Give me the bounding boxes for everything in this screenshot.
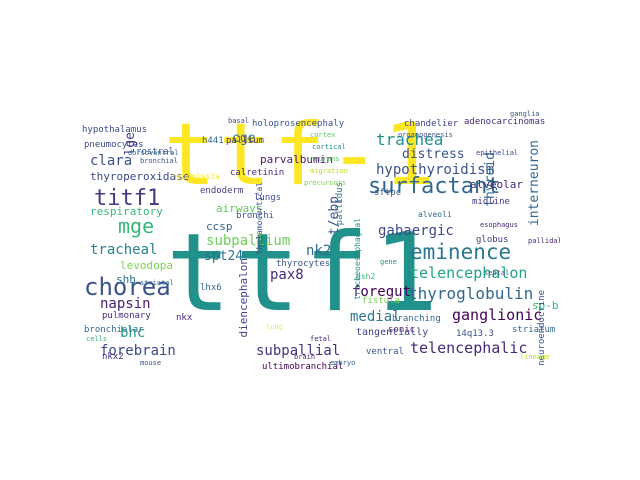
word: interneuron [527,140,542,227]
word: esophagus [480,221,518,229]
word: telencephalon [410,264,528,282]
word: ganglionic [452,306,543,324]
word: lineage [520,353,550,361]
word: pneumocytes [84,140,144,150]
word: nk2 [306,243,332,259]
word: lungs [254,193,282,203]
word: subpallial [256,343,341,359]
word: lhx6 [200,283,222,293]
word: diencephalon [237,258,250,338]
word: surfactant [368,174,501,199]
word: bronchi [236,211,274,221]
word: nkx [176,313,193,323]
word: nkx2 [102,352,124,362]
word: epithelial [476,149,519,157]
word: thyroperoxidase [90,170,190,183]
word: endoderm [200,186,244,196]
word: sonic [388,325,416,335]
word: adenocarcinomas [464,117,546,127]
word: cells [86,335,108,343]
word: bronchial [140,157,178,165]
word: levodopa [120,259,173,272]
word-cloud: ttf-1 ttf1 surfactant chorea eminence ti… [80,110,560,370]
word: embryo [330,359,356,367]
word: ttf1 [166,211,443,336]
word: eminence [410,240,512,264]
word: ccsp [206,220,233,233]
word: midline [472,197,510,207]
word: tracheoesophageal [353,218,362,300]
word: ultimobranchial [262,362,344,371]
word: basal [228,117,250,125]
word: fetal [310,335,332,343]
word: fistula [362,296,400,306]
word: sftpc [374,188,402,198]
word: tangentially [356,327,429,338]
word: organogenesis [398,131,453,139]
word: telencephalic [410,339,528,357]
word: bhc [120,325,146,341]
word: alveolar [470,178,523,191]
word: thyroglobulin [408,284,534,303]
word: cortex [310,131,336,139]
word: pulmonary [102,311,151,321]
word: spt24 [204,249,244,264]
word: distress [402,147,465,162]
word: foregut [352,284,412,300]
word: mouse [140,359,162,367]
word: thyrocytes [276,259,331,269]
word: sp-b [532,299,559,312]
word: striatum [512,325,556,335]
word: mge [118,214,155,238]
word: pax8 [270,267,304,283]
word: hypoplasia [172,172,221,181]
word: holoprosencephaly [252,119,345,129]
word: shh [116,273,136,286]
word: alveoli [418,210,452,219]
word: subpallium [206,233,291,249]
word: gsh2 [356,272,376,281]
word: gene [380,258,397,266]
word: airways [216,202,263,215]
word: dorsoventral [128,149,179,157]
word: trachea [376,130,444,149]
word: cortical [312,143,346,151]
word: ganglia [510,110,540,118]
word: septal [484,269,510,277]
word: napsin [100,296,151,312]
word: respiratory [90,205,163,218]
word: rostral [136,147,174,157]
word: lung [266,323,283,331]
word: pallium [226,136,264,146]
word: hypothyroidism [376,162,495,178]
word: medial [350,309,401,325]
word: globus [476,235,509,245]
word: ventral [366,347,404,357]
word: precursors [304,179,347,187]
word: 14q13.3 [456,329,494,339]
word: chorea [84,273,171,301]
word: neurons [310,155,340,163]
word: chandelier [404,119,459,129]
word: cge [232,131,256,146]
word: titf1 [94,186,161,211]
word: h441 [202,136,224,146]
word: thalamocortical [255,182,264,255]
word: bronchiolar [84,325,144,335]
word: migration [310,167,348,175]
word: clara [90,153,133,169]
word: calretinin [230,168,285,178]
word: hypothalamus [82,125,148,135]
word: forebrain [100,343,176,359]
word: striatal [140,279,174,287]
word: branching [392,314,441,324]
word: tracheal [90,242,158,258]
word: pallidal [528,237,560,245]
word: ttf-1 [164,110,438,205]
word: brain [294,353,316,361]
word: pallidus [335,182,345,226]
word: parvalbumin [260,153,333,166]
word: gabaergic [378,223,454,239]
